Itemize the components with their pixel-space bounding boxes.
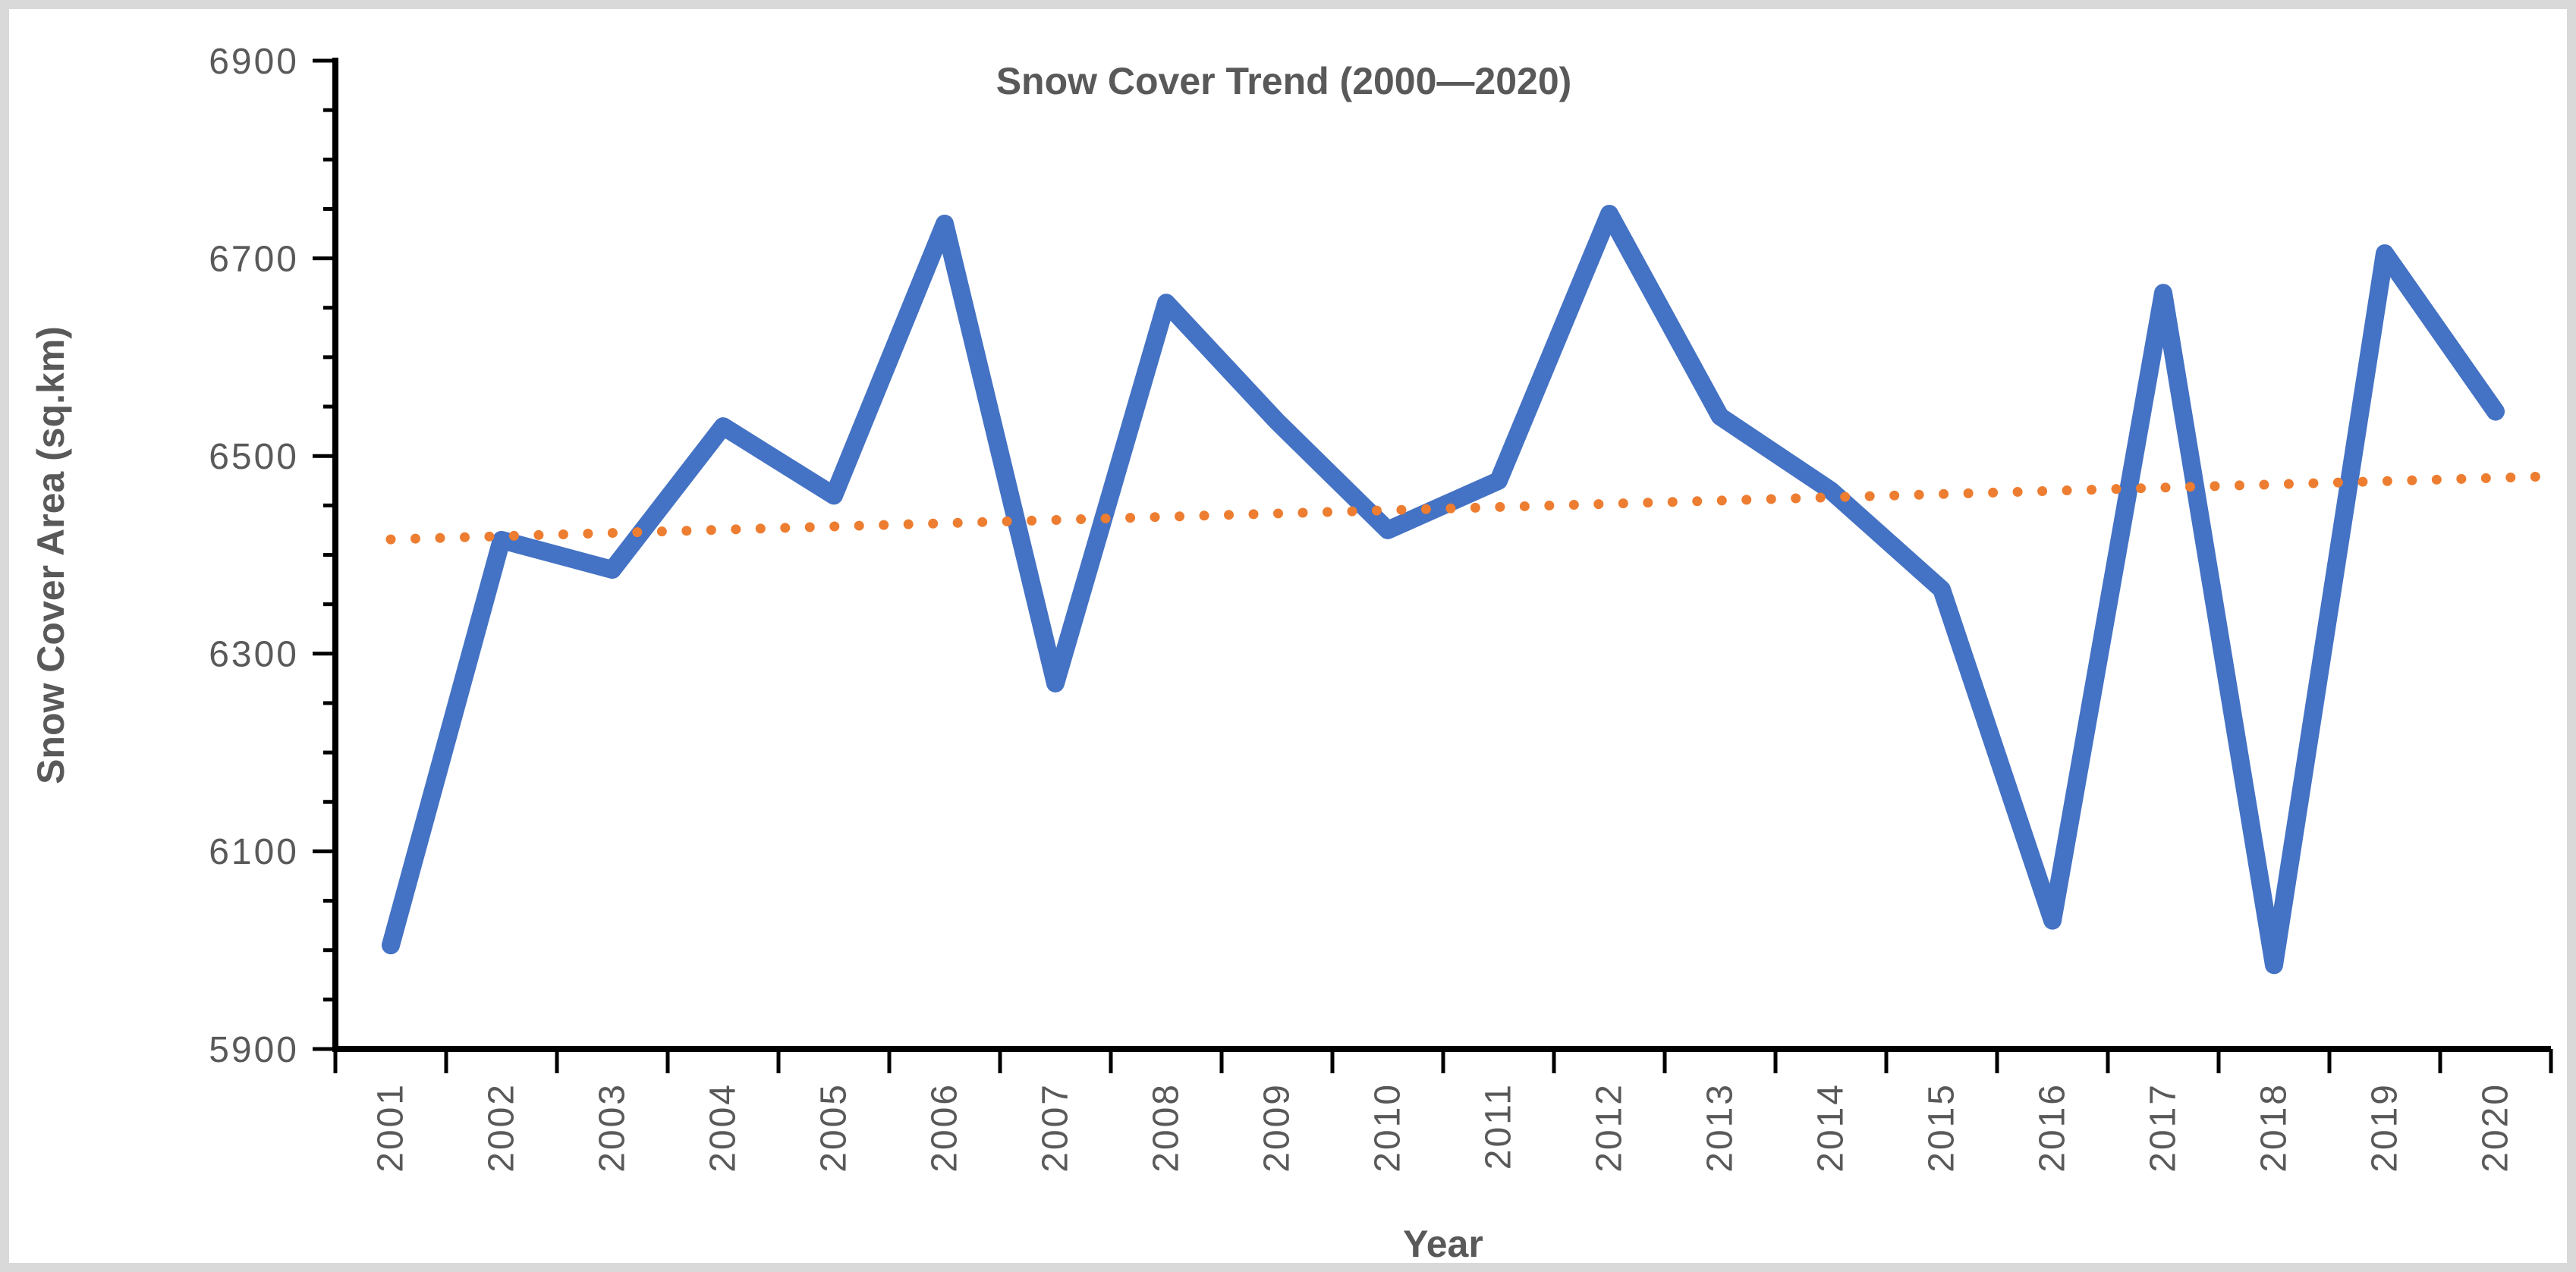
x-tick-label: 2001 xyxy=(371,1082,411,1173)
x-tick-label: 2014 xyxy=(1811,1082,1851,1173)
x-tick-label: 2012 xyxy=(1590,1082,1630,1173)
y-tick-label: 5900 xyxy=(209,1030,299,1070)
tick-labels: 5900 6100 6300 6500 6700 6900 2001 2002 2003 2004… xyxy=(209,42,2515,1173)
x-tick-label: 2002 xyxy=(482,1082,522,1173)
series xyxy=(382,204,2549,975)
x-tick-label: 2013 xyxy=(1700,1082,1741,1173)
axes xyxy=(313,58,2553,1073)
x-tick-label: 2006 xyxy=(925,1082,965,1173)
x-tick-label: 2019 xyxy=(2365,1082,2405,1173)
y-tick-label: 6900 xyxy=(209,42,299,82)
x-tick-label: 2016 xyxy=(2033,1082,2073,1173)
y-axis-title: Snow Cover Area (sq.km) xyxy=(30,326,72,784)
x-tick-label: 2004 xyxy=(703,1082,744,1173)
snow-cover-line xyxy=(382,204,2505,975)
x-tick-label: 2009 xyxy=(1257,1082,1297,1173)
y-tick-label: 6300 xyxy=(209,635,299,675)
x-tick-label: 2020 xyxy=(2476,1082,2516,1173)
y-tick-label: 6700 xyxy=(209,239,299,279)
x-tick-label: 2008 xyxy=(1146,1082,1187,1173)
y-tick-label: 6100 xyxy=(209,832,299,872)
x-tick-label: 2007 xyxy=(1036,1082,1076,1173)
x-tick-label: 2010 xyxy=(1368,1082,1408,1173)
x-tick-label: 2011 xyxy=(1479,1082,1519,1170)
x-tick-label: 2015 xyxy=(1922,1082,1962,1173)
chart-title: Snow Cover Trend (2000—2020) xyxy=(996,60,1572,102)
x-tick-label: 2005 xyxy=(814,1082,854,1173)
y-tick-label: 6500 xyxy=(209,437,299,477)
x-tick-label: 2018 xyxy=(2254,1082,2294,1173)
x-axis-title: Year xyxy=(1403,1223,1483,1265)
x-tick-label: 2017 xyxy=(2144,1082,2184,1173)
x-tick-label: 2003 xyxy=(593,1082,633,1173)
snow-cover-chart: 5900 6100 6300 6500 6700 6900 2001 2002 2003 2004… xyxy=(30,42,2553,1265)
